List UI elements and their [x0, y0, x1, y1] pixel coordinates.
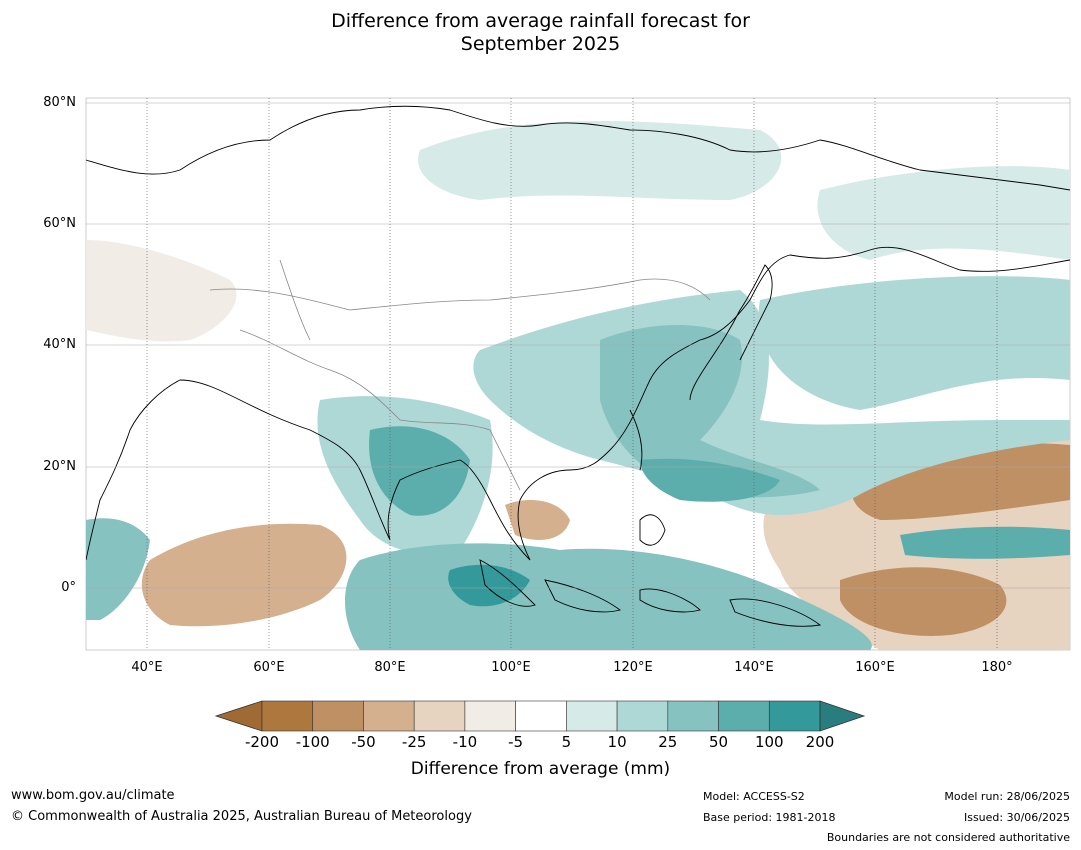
country-borders [209, 259, 711, 491]
colorbar-swatch [413, 700, 466, 732]
colorbar-swatch [616, 700, 669, 732]
colorbar [214, 700, 866, 732]
lon-label-40e: 40°E [131, 660, 163, 675]
colorbar-tick-label: 100 [754, 733, 784, 751]
longitude-gridlines [146, 98, 998, 650]
footer-issued: Issued: 30/06/2025 [963, 811, 1070, 824]
colorbar-tick-label: -100 [295, 733, 330, 751]
latitude-gridlines [86, 102, 1070, 589]
lon-label-180: 180° [981, 660, 1013, 675]
map-title-line1: Difference from average rainfall forecas… [331, 10, 750, 32]
colorbar-tick-label: -200 [244, 733, 280, 751]
colorbar-swatch [768, 700, 821, 732]
wet-region-philippine-sea [640, 458, 780, 502]
colorbar-swatch [261, 700, 314, 732]
dry-region-indian-ocean [141, 523, 347, 627]
colorbar-label: Difference from average (mm) [410, 759, 671, 779]
wet-region-maritime-core [448, 564, 530, 607]
colorbar-swatch [464, 700, 516, 732]
coastlines [86, 105, 1070, 627]
wet-region-east-africa [86, 518, 150, 620]
footer-base-period: Base period: 1981-2018 [703, 811, 836, 824]
dry-region-south-pacific [840, 567, 1007, 636]
footer-disclaimer: Boundaries are not considered authoritat… [826, 831, 1070, 844]
lat-label-20n: 20°N [43, 459, 76, 474]
colorbar-tick-label: 200 [805, 733, 835, 751]
colorbar-tick-label: -25 [401, 733, 427, 751]
colorbar-tick-label: 10 [607, 733, 627, 751]
lon-label-100e: 100°E [491, 660, 531, 675]
colorbar-swatch [515, 700, 567, 732]
lat-label-0: 0° [61, 580, 76, 595]
wet-region-bering [817, 166, 1070, 260]
lon-label-60e: 60°E [253, 660, 285, 675]
colorbar-tick-label: -5 [508, 733, 524, 751]
rainfall-anomaly-map [85, 97, 1071, 651]
lon-label-160e: 160°E [855, 660, 895, 675]
colorbar-extend-low [214, 700, 263, 732]
lon-label-80e: 80°E [374, 660, 406, 675]
footer-model-run: Model run: 28/06/2025 [944, 790, 1070, 803]
colorbar-swatch [566, 700, 618, 732]
dry-region-indochina [505, 500, 570, 540]
lat-label-80n: 80°N [43, 95, 76, 110]
dry-region-central-asia [86, 240, 237, 342]
wet-region-east-asia-core [600, 325, 820, 498]
wet-region-pacific-equator [900, 526, 1070, 559]
footer-copyright: © Commonwealth of Australia 2025, Austra… [11, 809, 472, 824]
colorbar-extend-high [819, 700, 866, 732]
colorbar-tick-label: -50 [351, 733, 376, 751]
colorbar-tick-label: 5 [561, 733, 572, 751]
colorbar-tick-label: 50 [708, 733, 729, 751]
wet-region-arctic [418, 121, 782, 200]
colorbar-tick-label: -10 [452, 733, 478, 751]
colorbar-swatch [718, 700, 770, 732]
wet-region-north-pacific [758, 276, 1070, 410]
anomaly-shading [86, 121, 1070, 650]
colorbar-tick-label: 25 [658, 733, 678, 751]
colorbar-swatch [363, 700, 415, 732]
map-title-line2: September 2025 [460, 33, 621, 55]
footer-model: Model: ACCESS-S2 [703, 790, 805, 803]
lat-label-40n: 40°N [43, 337, 76, 352]
lon-label-120e: 120°E [613, 660, 653, 675]
lon-label-140e: 140°E [734, 660, 774, 675]
footer-url: www.bom.gov.au/climate [11, 788, 175, 803]
colorbar-swatch [667, 700, 719, 732]
lat-label-60n: 60°N [43, 216, 76, 231]
colorbar-swatch [312, 700, 364, 732]
